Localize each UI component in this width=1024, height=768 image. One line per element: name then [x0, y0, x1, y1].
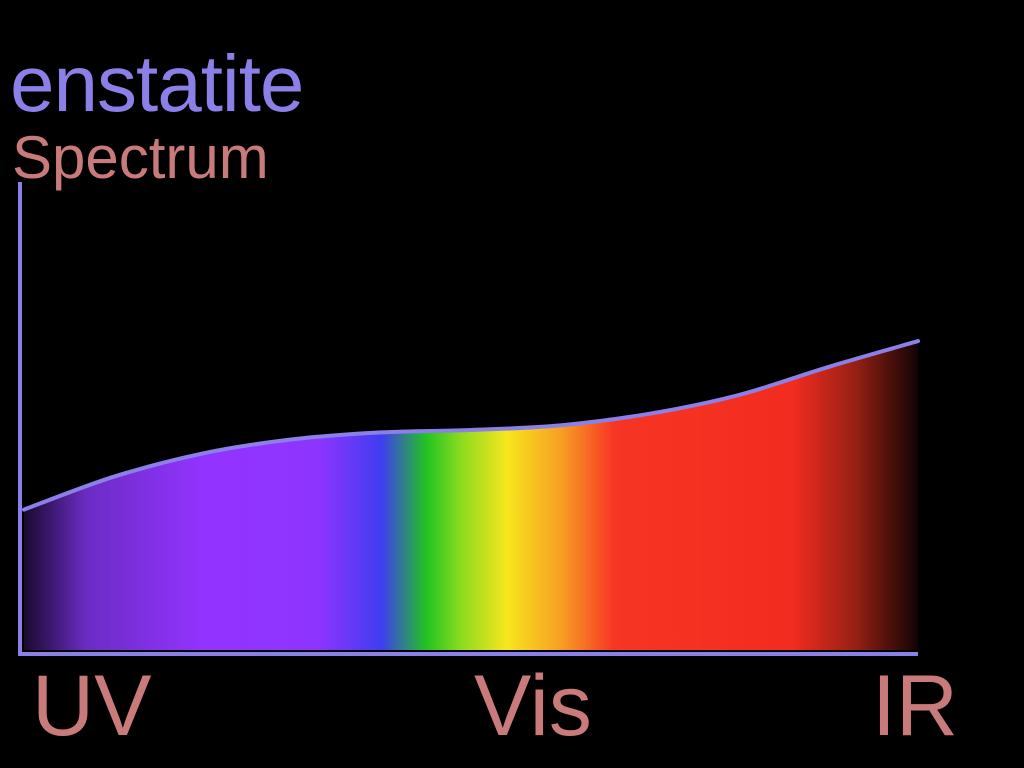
x-tick-label-ir: IR	[872, 658, 958, 754]
spectrum-curve-line	[22, 339, 920, 512]
chart-subtitle: Spectrum	[12, 124, 269, 191]
spectrum-area	[24, 341, 918, 650]
x-tick-label-vis: Vis	[474, 658, 592, 754]
chart-title: enstatite	[10, 39, 304, 128]
x-tick-label-uv: UV	[32, 658, 152, 754]
